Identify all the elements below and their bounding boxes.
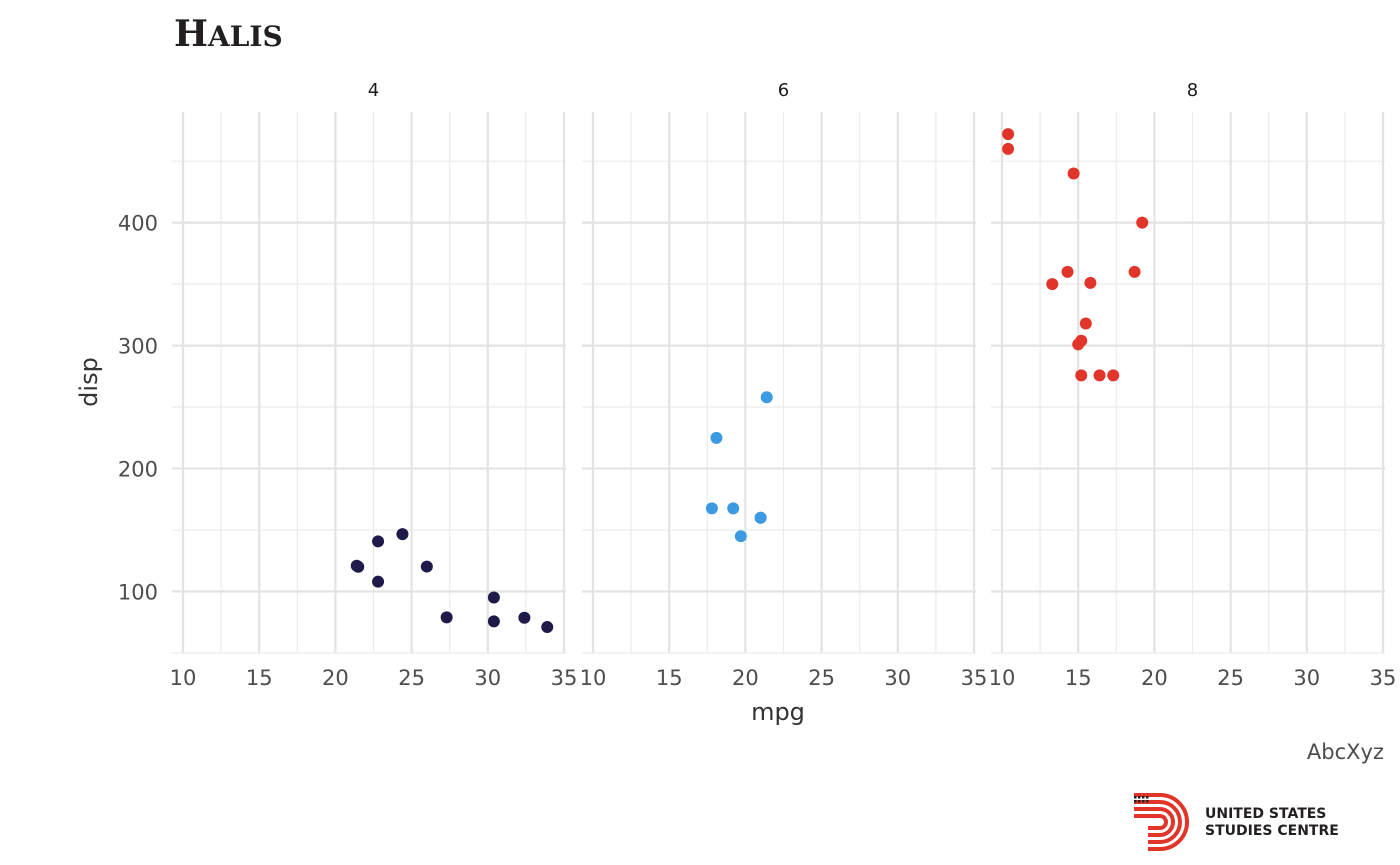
x-tick-label: 15 (656, 666, 683, 690)
data-point (760, 391, 773, 404)
x-tick-label: 25 (1217, 666, 1244, 690)
facet-panel-8: 8 10 15 20 25 30 35 (989, 80, 1397, 690)
x-tick-label: 10 (580, 666, 607, 690)
x-tick-label: 35 (551, 666, 578, 690)
data-point (727, 502, 740, 515)
logo-dot (1134, 796, 1137, 799)
y-tick-label: 400 (118, 212, 158, 236)
data-point (420, 560, 433, 573)
data-point (1136, 216, 1149, 229)
facet-panel-4: 4 10 15 20 25 30 35 100 200 300 400 (118, 80, 577, 690)
data-point (487, 615, 500, 628)
data-point (350, 559, 363, 572)
x-tick-label: 30 (474, 666, 501, 690)
x-axis-label: mpg (751, 698, 805, 726)
x-tick-label: 30 (1293, 666, 1320, 690)
y-tick-label: 200 (118, 458, 158, 482)
facet-strip-label: 6 (778, 80, 789, 101)
x-tick-label: 35 (1370, 666, 1397, 690)
data-point (396, 528, 409, 541)
x-tick-label: 25 (398, 666, 425, 690)
data-point (1061, 265, 1074, 278)
data-point (1079, 317, 1092, 330)
x-tick-label: 10 (170, 666, 197, 690)
x-tick-label: 15 (246, 666, 273, 690)
data-point (440, 611, 453, 624)
logo-dot (1138, 796, 1141, 799)
y-tick-label: 100 (118, 581, 158, 605)
data-point (1072, 338, 1085, 351)
logo-dot (1142, 796, 1145, 799)
data-point (1128, 265, 1141, 278)
data-point (518, 611, 531, 624)
y-tick-label: 300 (118, 335, 158, 359)
data-point (541, 621, 554, 634)
facet-panel-6: 6 10 15 20 25 30 35 (580, 80, 988, 690)
data-point (705, 502, 718, 515)
logo-dot (1146, 796, 1149, 799)
data-point (1084, 276, 1097, 289)
data-point (710, 431, 723, 444)
data-point (734, 530, 747, 543)
x-tick-label: 30 (884, 666, 911, 690)
data-point (372, 575, 385, 588)
facets-group: 4 10 15 20 25 30 35 100 200 300 400 6 10 15 20 25 30 35 8 1… (118, 80, 1396, 690)
data-point (372, 535, 385, 548)
logo-dot (1138, 800, 1141, 803)
facet-strip-label: 4 (368, 80, 379, 101)
data-point (754, 511, 767, 524)
logo-arc (1134, 800, 1182, 844)
caption: AbcXyz (1307, 740, 1384, 764)
x-tick-label: 25 (808, 666, 835, 690)
logo-arc (1134, 814, 1168, 830)
logo-dot (1134, 800, 1137, 803)
x-tick-label: 20 (732, 666, 759, 690)
logo-text-line2: STUDIES CENTRE (1205, 823, 1339, 839)
data-point (1002, 128, 1015, 141)
logo-dot (1142, 800, 1145, 803)
logo-text-line1: UNITED STATES (1205, 806, 1326, 822)
logo-mark (1134, 793, 1189, 851)
data-point (1093, 369, 1106, 382)
data-point (1107, 369, 1120, 382)
x-tick-label: 20 (322, 666, 349, 690)
logo-arc (1134, 807, 1175, 837)
data-point (1067, 167, 1080, 180)
data-point (1002, 142, 1015, 155)
ussc-logo: UNITED STATES STUDIES CENTRE (1134, 793, 1339, 851)
x-tick-label: 20 (1141, 666, 1168, 690)
x-tick-label: 10 (989, 666, 1016, 690)
data-point (487, 591, 500, 604)
data-point (1046, 278, 1059, 291)
logo-dot (1146, 800, 1149, 803)
chart-title: HALIS (174, 13, 283, 55)
x-tick-label: 15 (1065, 666, 1092, 690)
chart-title-initial: H (174, 13, 208, 55)
facet-strip-label: 8 (1187, 80, 1198, 101)
y-axis-label: disp (75, 357, 103, 407)
chart-title-rest: ALIS (207, 20, 283, 53)
x-tick-label: 35 (961, 666, 988, 690)
logo-arc (1134, 793, 1189, 851)
data-point (1075, 369, 1088, 382)
